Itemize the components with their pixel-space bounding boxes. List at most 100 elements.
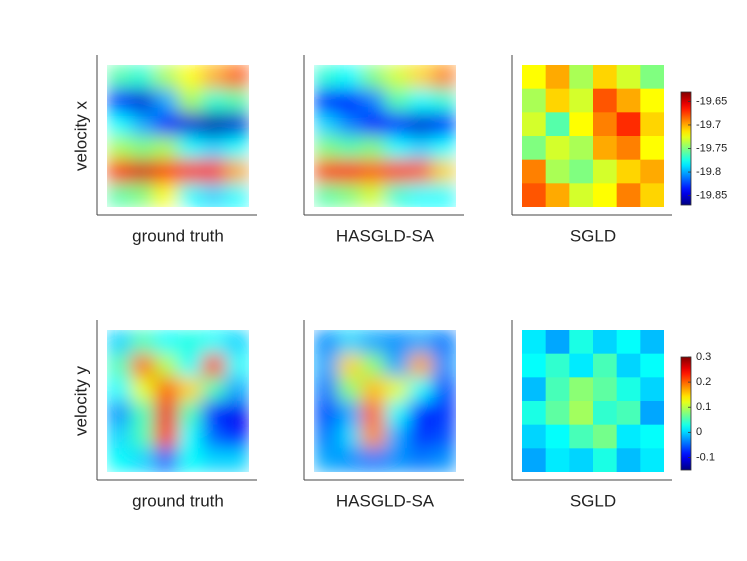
heatmap-cell: [225, 377, 249, 402]
heatmap-cell: [522, 353, 547, 378]
panel-title: HASGLD-SA: [336, 226, 435, 245]
heatmap-cell: [640, 159, 664, 184]
heatmap-cell: [337, 159, 362, 184]
heatmap-cell: [385, 353, 410, 378]
colorbar-tick-label: -19.85: [696, 189, 727, 201]
heatmap-cell: [408, 136, 433, 161]
heatmap-cell: [201, 401, 226, 426]
colorbar-tick-label: 0: [696, 426, 702, 438]
heatmap-cell: [640, 65, 664, 90]
heatmap-cell: [154, 330, 179, 355]
heatmap-cell: [107, 159, 132, 184]
panel-title: HASGLD-SA: [336, 491, 435, 510]
heatmap-cell: [569, 377, 594, 402]
heatmap-cell: [545, 330, 570, 355]
panel-title: ground truth: [132, 491, 224, 510]
heatmap-cell: [154, 401, 179, 426]
heatmap-cell: [361, 136, 386, 161]
heatmap-cell: [154, 448, 179, 472]
heatmap-cell: [408, 183, 433, 207]
heatmap-cell: [640, 424, 664, 449]
heatmap-cell: [314, 424, 339, 449]
heatmap-cell: [545, 353, 570, 378]
heatmap-cell: [640, 136, 664, 161]
heatmap-cell: [361, 183, 386, 207]
heatmap-cell: [432, 88, 456, 113]
heatmap-cell: [201, 112, 226, 137]
heatmap-cells: [522, 330, 664, 472]
heatmap-cell: [130, 401, 155, 426]
heatmap-cell: [107, 448, 132, 472]
heatmap-cell: [107, 401, 132, 426]
heatmap-cell: [337, 136, 362, 161]
heatmap-cell: [314, 401, 339, 426]
heatmap-cell: [432, 424, 456, 449]
heatmap-cell: [616, 136, 641, 161]
row-label: velocity x: [71, 101, 90, 171]
heatmap-cell: [178, 448, 203, 472]
heatmap-cell: [522, 65, 547, 90]
colorbar-tick-label: -19.75: [696, 142, 727, 154]
heatmap-cell: [314, 353, 339, 378]
heatmap-cell: [130, 330, 155, 355]
heatmap-cell: [361, 112, 386, 137]
heatmap: [314, 65, 456, 207]
colorbar-tick-label: -19.8: [696, 166, 721, 178]
heatmap-cell: [154, 183, 179, 207]
heatmap-cell: [640, 88, 664, 113]
heatmap-cell: [337, 88, 362, 113]
heatmap-cell: [154, 65, 179, 90]
heatmap-cell: [337, 401, 362, 426]
heatmap: [522, 65, 664, 207]
panel-title: SGLD: [570, 491, 616, 510]
heatmap-cell: [616, 183, 641, 207]
heatmap-cell: [408, 424, 433, 449]
heatmap-cell: [130, 159, 155, 184]
heatmap-cell: [361, 159, 386, 184]
heatmap-cell: [130, 65, 155, 90]
heatmap-cell: [130, 448, 155, 472]
heatmap-cells: [522, 65, 664, 207]
colorbar-tick-label: -0.1: [696, 451, 715, 463]
heatmap-cell: [545, 424, 570, 449]
heatmap-cell: [225, 159, 249, 184]
heatmap-cell: [314, 112, 339, 137]
heatmap-cell: [201, 159, 226, 184]
heatmap-cell: [337, 65, 362, 90]
heatmap-cell: [178, 183, 203, 207]
heatmap-cell: [385, 424, 410, 449]
heatmap-cell: [361, 448, 386, 472]
heatmap-cell: [361, 88, 386, 113]
heatmap-cell: [593, 112, 618, 137]
heatmap-cell: [178, 159, 203, 184]
heatmap-cell: [314, 65, 339, 90]
heatmap-cell: [593, 424, 618, 449]
heatmap-cells: [107, 330, 249, 472]
heatmap-cell: [616, 353, 641, 378]
heatmap-cell: [130, 136, 155, 161]
heatmap-cell: [178, 401, 203, 426]
heatmap-cell: [593, 330, 618, 355]
heatmap-cell: [569, 401, 594, 426]
heatmap-cells: [314, 65, 456, 207]
heatmap-cell: [569, 183, 594, 207]
heatmap-cell: [616, 424, 641, 449]
heatmap-cell: [385, 65, 410, 90]
heatmap-cell: [178, 65, 203, 90]
heatmap-cell: [225, 88, 249, 113]
heatmap-cell: [225, 424, 249, 449]
heatmap-cell: [616, 65, 641, 90]
heatmap-cell: [361, 353, 386, 378]
heatmap-cell: [130, 112, 155, 137]
heatmap-cell: [201, 424, 226, 449]
heatmap-cell: [154, 136, 179, 161]
heatmap-cell: [107, 136, 132, 161]
heatmap-cell: [569, 112, 594, 137]
heatmap-cell: [522, 183, 547, 207]
heatmap-cell: [154, 112, 179, 137]
heatmap-cell: [130, 424, 155, 449]
heatmap-cell: [408, 401, 433, 426]
heatmap-cell: [569, 424, 594, 449]
heatmap-cell: [522, 159, 547, 184]
heatmap-cell: [361, 65, 386, 90]
